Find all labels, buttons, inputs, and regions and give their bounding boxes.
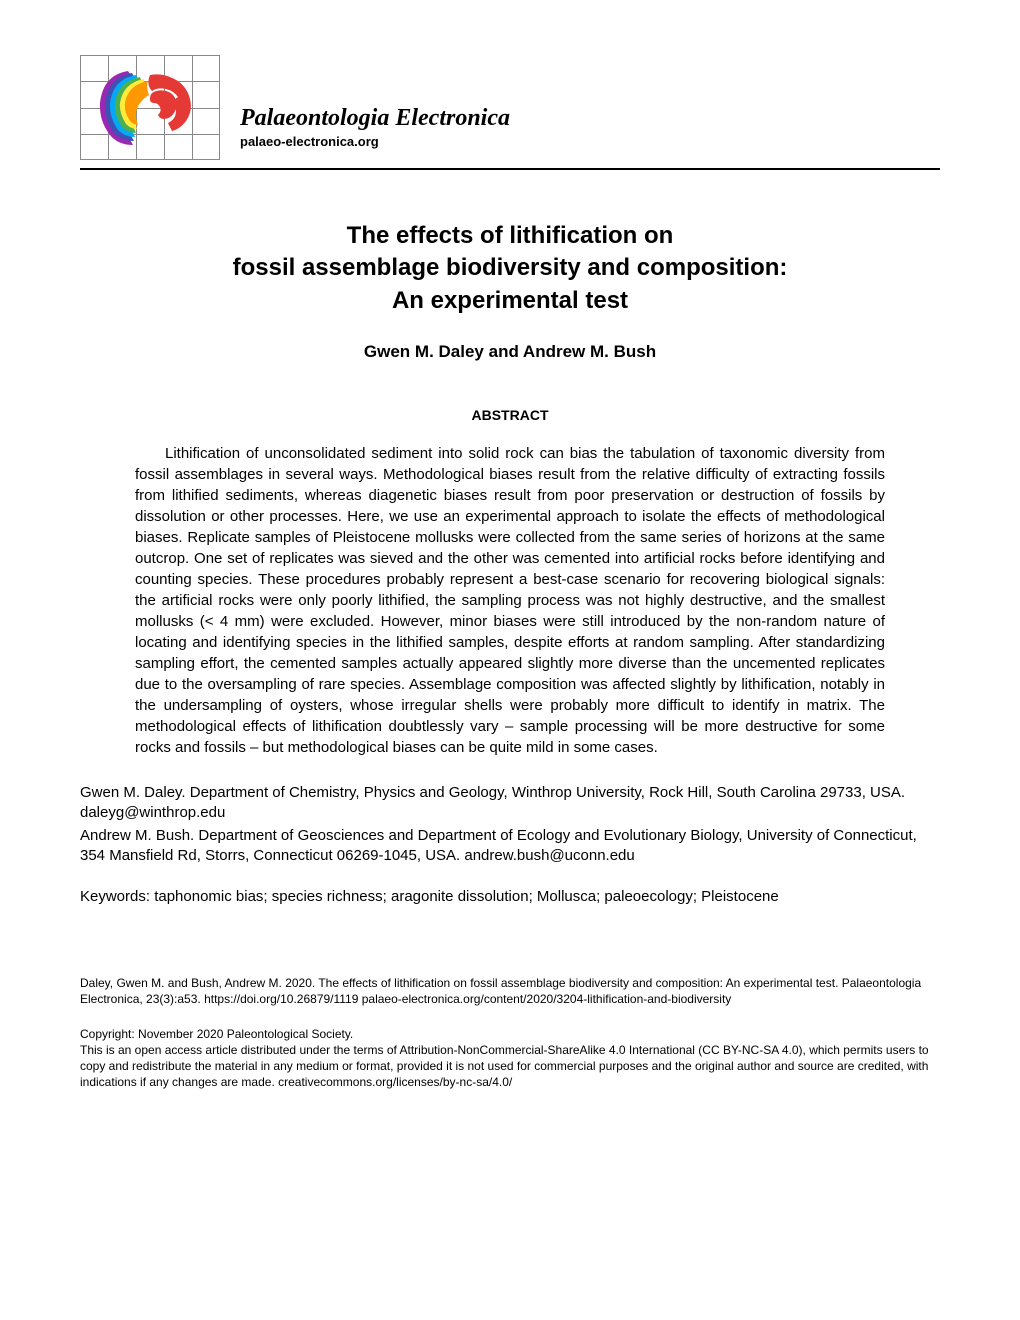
keywords: Keywords: taphonomic bias; species richn… [80, 888, 940, 905]
affiliation-1: Gwen M. Daley. Department of Chemistry, … [80, 783, 940, 824]
affiliation-2: Andrew M. Bush. Department of Geoscience… [80, 826, 940, 867]
journal-title: Palaeontologia Electronica [240, 105, 510, 132]
copyright: Copyright: November 2020 Paleontological… [80, 1026, 940, 1091]
journal-url: palaeo-electronica.org [240, 134, 510, 149]
header-divider [80, 168, 940, 170]
abstract-heading: ABSTRACT [80, 407, 940, 423]
article-title: The effects of lithification on fossil a… [80, 220, 940, 317]
citation: Daley, Gwen M. and Bush, Andrew M. 2020.… [80, 975, 940, 1007]
title-line-3: An experimental test [392, 287, 628, 314]
title-line-1: The effects of lithification on [347, 222, 674, 249]
journal-header: Palaeontologia Electronica palaeo-electr… [80, 55, 940, 160]
journal-info: Palaeontologia Electronica palaeo-electr… [240, 55, 510, 149]
abstract-text: Lithification of unconsolidated sediment… [80, 443, 940, 758]
title-line-2: fossil assemblage biodiversity and compo… [233, 254, 788, 281]
logo-profile-icon [88, 63, 212, 151]
journal-logo [80, 55, 220, 160]
article-authors: Gwen M. Daley and Andrew M. Bush [80, 342, 940, 362]
affiliations: Gwen M. Daley. Department of Chemistry, … [80, 783, 940, 866]
